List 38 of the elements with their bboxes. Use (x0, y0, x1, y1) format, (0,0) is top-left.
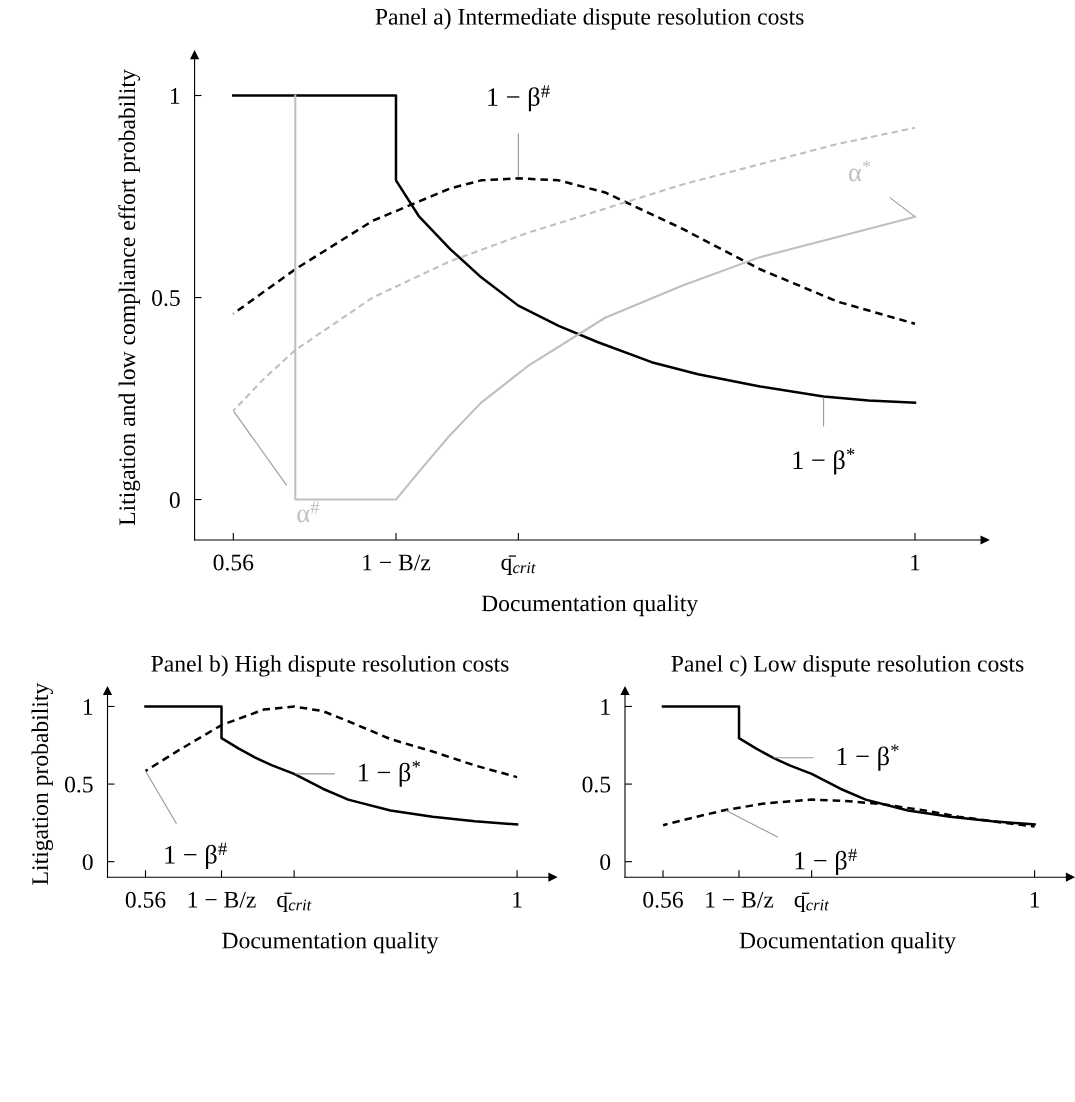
annotation: α$^{#}$ (297, 501, 320, 523)
y-tick-label: 1 (170, 88, 180, 104)
annotation: 1 − β$^{#}$ (795, 848, 857, 875)
y-tick-label: 1 (601, 699, 610, 715)
annotation: 1 − β$^{#}$ (165, 842, 227, 870)
x-tick-label: 0.56 (125, 891, 166, 908)
annotation: α$^{*}$ (848, 160, 871, 182)
chart-title: Panel b) High dispute resolution costs (151, 655, 509, 677)
annotation: 1 − β$^{*}$ (837, 744, 899, 771)
x-tick-label: 1 − B/z (706, 891, 774, 908)
y-tick-label: 0 (600, 854, 611, 871)
x-tick-label: 0.56 (643, 891, 683, 908)
line-series (144, 705, 519, 826)
y-tick-label: 0.5 (152, 290, 180, 307)
x-tick-label: q̄$_{crit}$ (794, 892, 830, 913)
annotation: 1 − β$^{*}$ (359, 760, 420, 787)
x-axis-title: Documentation quality (481, 594, 699, 617)
x-tick-label: 1 (1030, 891, 1040, 908)
x-tick-label: 1 − B/z (363, 554, 431, 571)
x-tick-label: 1 (911, 554, 920, 571)
chart-title: Panel c) Low dispute resolution costs (671, 655, 1024, 677)
x-axis-title: Documentation quality (222, 931, 439, 954)
y-tick-label: 0 (82, 854, 93, 871)
x-tick-label: 0.56 (213, 554, 254, 571)
x-tick-label: q̄$_{crit}$ (501, 555, 536, 575)
annotation: 1 − β$^{*}$ (793, 448, 855, 475)
x-tick-label: 1 (513, 891, 522, 908)
y-tick-label: 0.5 (582, 776, 611, 793)
y-tick-label: 0.5 (65, 776, 93, 793)
annotation: 1 − β$^{#}$ (488, 85, 550, 112)
y-tick-label: 0 (169, 492, 180, 508)
y-axis-title: Litigation probability (31, 682, 53, 885)
y-tick-label: 1 (83, 699, 93, 715)
x-tick-label: q̄$_{crit}$ (277, 892, 312, 913)
y-axis-title: Litigation and low compliance effort probability (118, 69, 141, 526)
chart-title: Panel a) Intermediate dispute resolution costs (375, 8, 804, 30)
x-tick-label: 1 − B/z (188, 891, 256, 908)
x-axis-title: Documentation quality (739, 931, 956, 954)
